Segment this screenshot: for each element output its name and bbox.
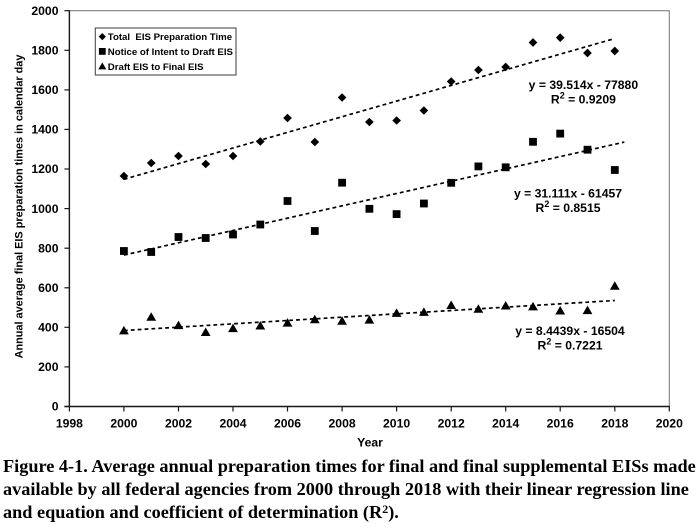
svg-text:200: 200 — [38, 360, 59, 374]
svg-text:2018: 2018 — [601, 416, 628, 430]
svg-text:600: 600 — [38, 281, 59, 295]
svg-text:2000: 2000 — [110, 416, 137, 430]
svg-text:Annual average final EIS prepa: Annual average final EIS preparation tim… — [14, 55, 26, 359]
svg-text:800: 800 — [38, 241, 59, 255]
svg-text:1600: 1600 — [31, 83, 58, 97]
svg-text:1400: 1400 — [31, 123, 58, 137]
svg-text:y = 39.514x - 77880: y = 39.514x - 77880 — [529, 78, 639, 92]
svg-text:400: 400 — [38, 321, 59, 335]
svg-text:1800: 1800 — [31, 44, 58, 58]
svg-text:2016: 2016 — [547, 416, 574, 430]
svg-text:1998: 1998 — [56, 416, 83, 430]
svg-text:2014: 2014 — [492, 416, 519, 430]
svg-text:1200: 1200 — [31, 162, 58, 176]
svg-text:2000: 2000 — [31, 4, 58, 18]
svg-text:2010: 2010 — [383, 416, 410, 430]
svg-text:R2 = 0.7221: R2 = 0.7221 — [538, 337, 603, 353]
svg-text:R2 = 0.8515: R2 = 0.8515 — [536, 199, 601, 215]
svg-text:Year: Year — [357, 436, 383, 450]
svg-text:2006: 2006 — [274, 416, 301, 430]
svg-text:0: 0 — [52, 400, 59, 414]
svg-text:1000: 1000 — [31, 202, 58, 216]
svg-text:2002: 2002 — [165, 416, 192, 430]
svg-text:Draft EIS to Final EIS: Draft EIS to Final EIS — [108, 62, 204, 73]
svg-text:2008: 2008 — [329, 416, 356, 430]
svg-text:2004: 2004 — [219, 416, 246, 430]
svg-text:2020: 2020 — [656, 416, 683, 430]
svg-text:y = 31.111x - 61457: y = 31.111x - 61457 — [514, 187, 622, 201]
svg-text:R2 = 0.9209: R2 = 0.9209 — [551, 91, 616, 107]
svg-text:Total EIS Preparation Time: Total EIS Preparation Time — [108, 32, 233, 43]
svg-text:2012: 2012 — [438, 416, 465, 430]
svg-text:Notice of Intent to Draft EIS: Notice of Intent to Draft EIS — [108, 47, 234, 58]
svg-text:y = 8.4439x - 16504: y = 8.4439x - 16504 — [515, 324, 625, 338]
